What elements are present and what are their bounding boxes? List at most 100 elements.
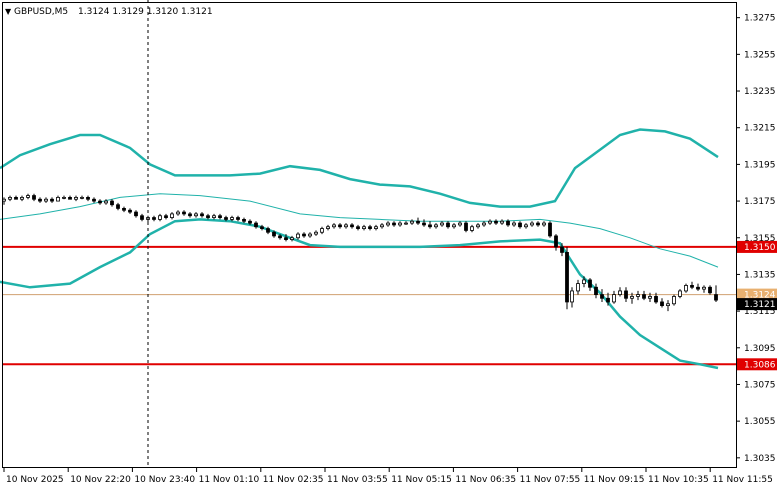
candle-body [284,237,288,240]
candle-body [110,200,114,206]
candle-body [98,200,102,204]
candle-body [678,290,682,297]
candle-body [104,200,108,204]
time-tick-label: 11 Nov 07:55 [520,475,581,485]
candle-body [176,211,180,215]
candle-body [512,222,516,226]
candle-body [248,220,252,224]
last-price-label: 1.3124 [744,291,776,301]
price-tick-label: 1.3095 [744,344,776,354]
time-tick-label: 11 Nov 02:35 [263,475,324,485]
candle-body [134,211,138,217]
candle-body [464,222,468,231]
price-tick-label: 1.3235 [744,87,776,97]
candle-body [68,197,72,200]
candle-body [320,228,324,233]
candle-body [200,213,204,217]
candle-body [684,285,688,292]
candle-body [170,213,174,218]
candle-body [570,290,574,303]
candle-body [422,222,426,226]
price-tick-label: 1.3215 [744,124,776,134]
candle-body [44,198,48,202]
candle-body [188,213,192,217]
time-tick-label: 10 Nov 22:20 [70,475,131,485]
candle-body [612,294,616,303]
candle-body [642,294,646,299]
candle-body [696,286,700,290]
candle-body [116,204,120,209]
candle-body [452,224,456,228]
candle-body [296,233,300,239]
price-tick-label: 1.3115 [744,307,776,317]
candle-body [518,222,522,228]
candle-body [488,220,492,224]
candle-body [62,197,66,199]
level-price-label: 1.3086 [744,360,776,370]
symbol-label: GBPUSD,M5 [14,7,68,17]
candle-body [236,217,240,220]
level-price-tag [737,240,777,253]
candle-body [482,222,486,226]
candle-body [308,233,312,237]
candle-body [14,197,18,200]
candle-body [224,217,228,220]
candle-body [416,220,420,224]
candle-body [362,226,366,229]
plot-area[interactable] [0,128,736,370]
candle-body [548,222,552,237]
price-tick-label: 1.3055 [744,417,776,427]
candle-body [404,222,408,225]
candle-body [212,215,216,218]
candle-body [536,222,540,226]
candle-body [350,224,354,228]
candle-body [660,301,664,307]
price-tick-label: 1.3255 [744,50,776,60]
price-tick-label: 1.3135 [744,270,776,280]
candle-body [624,290,628,299]
candle-body [338,224,342,228]
current-price-tag [737,298,777,311]
candle-body [326,226,330,229]
level-price-label: 1.3150 [744,243,776,253]
candle-body [194,213,198,217]
candle-body [654,296,658,303]
candle-body [554,235,558,248]
candle-body [708,286,712,294]
candle-body [92,198,96,202]
price-tick-label: 1.3195 [744,160,776,170]
candle-body [332,224,336,228]
candle-body [506,220,510,226]
candle-body [272,231,276,237]
price-axis[interactable]: 1.3275 1.3255 1.3235 1.3215 1.3195 1.3175 1.31… [736,14,777,464]
collapse-arrow-icon[interactable]: ▼ [5,7,12,16]
candle-body [476,224,480,228]
candle-body [524,224,528,228]
indicator-line-2 [0,218,719,370]
candle-body [648,296,652,299]
candle-body [630,296,634,299]
indicator-lines [0,128,719,370]
candle-body [254,222,258,228]
time-tick-label: 11 Nov 03:55 [327,475,388,485]
candle-body [314,231,318,235]
time-axis[interactable]: 10 Nov 2025 10 Nov 22:20 10 Nov 23:40 11 No… [3,467,773,485]
candle-body [20,197,24,200]
candle-body [398,222,402,226]
candle-body [530,222,534,226]
candle-body [470,226,474,231]
candle-body [494,220,498,224]
candle-body [158,215,162,220]
candle-body [230,217,234,220]
candle-body [428,224,432,228]
candle-body [702,286,706,290]
candle-body [386,222,390,226]
time-tick-label: 10 Nov 23:40 [134,475,195,485]
candle-body [182,211,186,215]
candle-body [278,235,282,239]
candle-body [38,198,42,202]
time-tick-label: 11 Nov 10:35 [648,475,709,485]
candle-body [458,222,462,226]
